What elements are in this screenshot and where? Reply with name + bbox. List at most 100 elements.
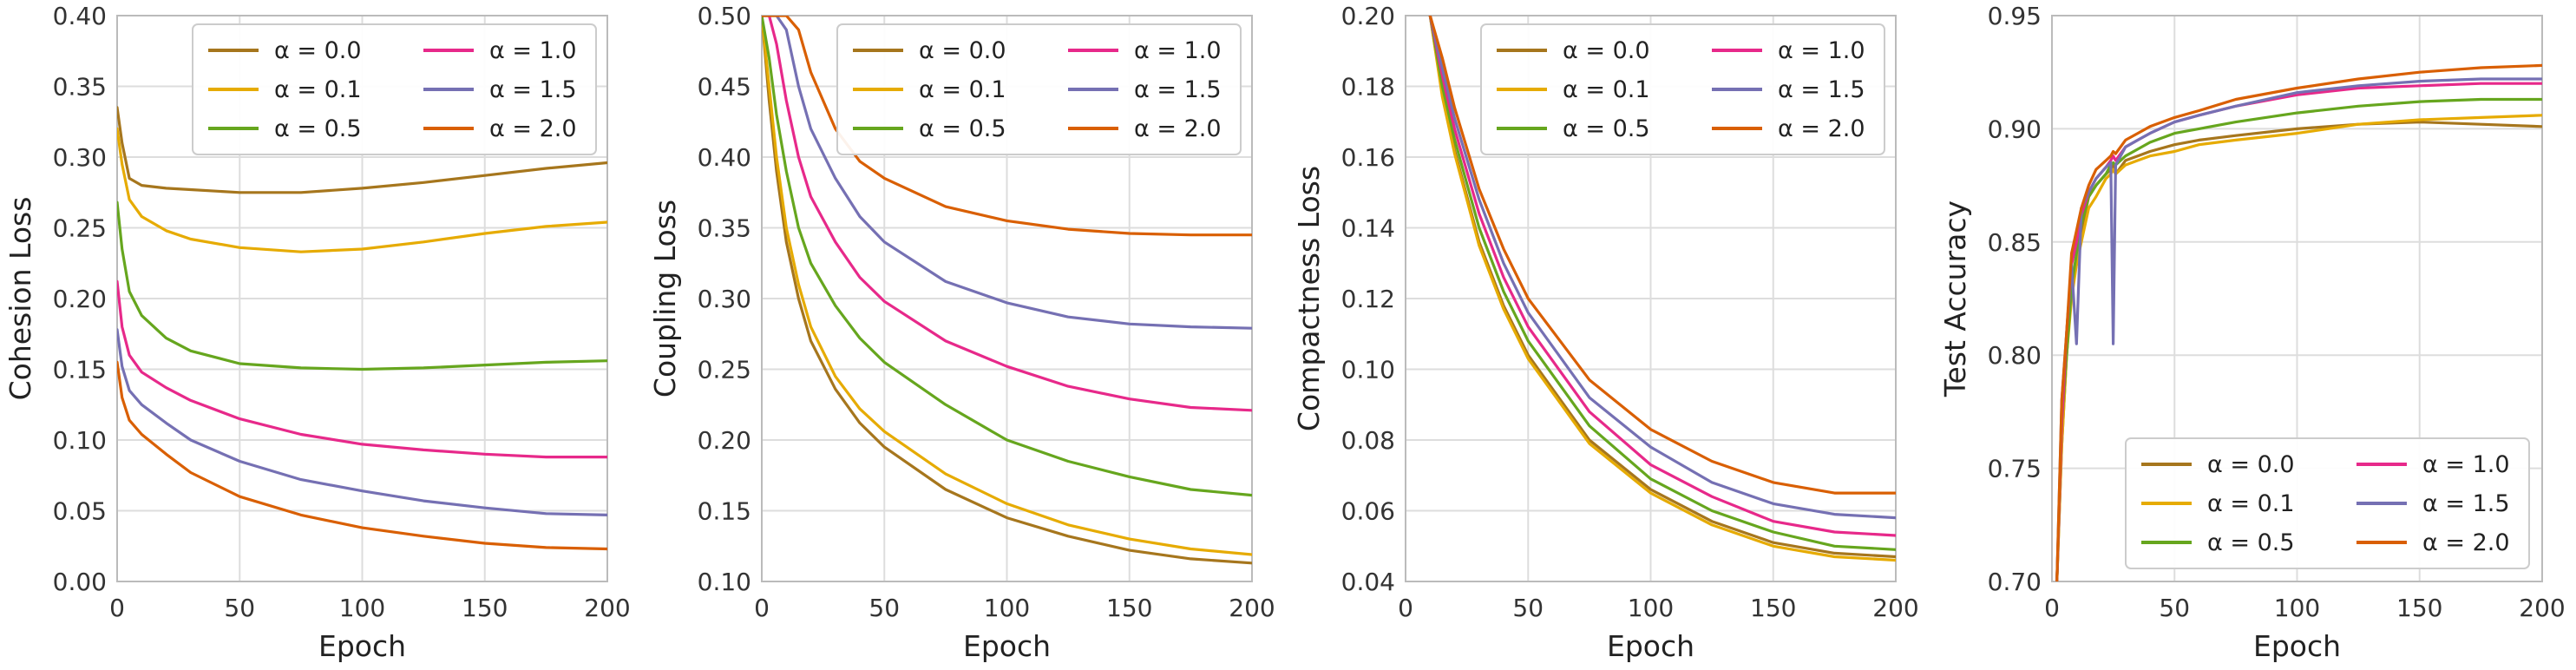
legend-box: [2125, 437, 2530, 569]
legend-entry: α = 1.0: [2422, 451, 2510, 478]
y-tick-label: 0.00: [53, 568, 107, 596]
y-tick-label: 0.06: [1341, 497, 1395, 526]
x-tick-label: 150: [462, 594, 508, 622]
x-tick-label: 50: [224, 594, 255, 622]
x-axis-label: Epoch: [963, 629, 1051, 663]
plot-frame: [2051, 15, 2543, 582]
y-tick-label: 0.12: [1341, 285, 1395, 313]
x-tick-label: 100: [984, 594, 1030, 622]
plot-frame: [116, 15, 608, 582]
x-tick-label: 50: [868, 594, 900, 622]
x-tick-label: 200: [584, 594, 630, 622]
series-line-3: [2055, 82, 2542, 581]
x-tick-label: 100: [1628, 594, 1674, 622]
y-tick-label: 0.20: [1341, 2, 1395, 30]
y-tick-label: 0.85: [1988, 228, 2042, 257]
y-axis-label: Compactness Loss: [1292, 166, 1326, 431]
x-tick-label: 150: [2396, 594, 2442, 622]
series-line-1: [1428, 16, 1896, 562]
y-tick-label: 0.25: [53, 214, 107, 243]
series-line-4: [117, 328, 607, 517]
legend-entry: α = 2.0: [1134, 115, 1222, 142]
legend: α = 0.0 α = 0.1 α = 0.5 α = 1.0 α = 1.5 α = 2…: [1480, 23, 1885, 155]
series-line-5: [2055, 63, 2542, 581]
y-tick-label: 0.15: [53, 356, 107, 384]
x-tick-label: 0: [109, 594, 125, 622]
y-tick-label: 0.20: [698, 426, 751, 455]
y-tick-label: 0.14: [1341, 214, 1395, 243]
series-line-4: [2055, 77, 2542, 581]
legend-entry: α = 0.0: [2207, 451, 2295, 478]
y-tick-label: 0.10: [1341, 356, 1395, 384]
series-line-0: [762, 16, 1252, 565]
x-tick-label: 200: [2519, 594, 2565, 622]
y-tick-label: 0.15: [698, 497, 751, 526]
legend-entry: α = 0.1: [919, 76, 1006, 103]
y-tick-label: 0.08: [1341, 426, 1395, 455]
y-tick-label: 0.10: [698, 568, 751, 596]
y-tick-label: 0.16: [1341, 143, 1395, 172]
legend-entry: α = 0.1: [2207, 490, 2295, 517]
y-tick-label: 0.20: [53, 285, 107, 313]
legend-entry: α = 0.1: [274, 76, 362, 103]
y-axis-label: Cohesion Loss: [3, 197, 37, 401]
series-line-0: [117, 106, 607, 194]
series-line-1: [762, 16, 1252, 556]
legend-entry: α = 1.0: [489, 37, 577, 64]
legend-entry: α = 1.5: [489, 76, 577, 103]
legend-entry: α = 2.0: [1778, 115, 1865, 142]
legend-entry: α = 0.0: [919, 37, 1006, 64]
y-tick-label: 0.10: [53, 426, 107, 455]
series-line-4: [762, 16, 1252, 330]
series-line-5: [762, 16, 1252, 237]
series-line-2: [762, 16, 1252, 497]
series-line-5: [117, 360, 607, 551]
legend-entry: α = 0.5: [919, 115, 1006, 142]
legend-entry: α = 0.5: [274, 115, 362, 142]
y-tick-label: 0.95: [1988, 2, 2042, 30]
x-tick-label: 50: [2159, 594, 2190, 622]
series-line-3: [1428, 16, 1896, 537]
y-tick-label: 0.04: [1341, 568, 1395, 596]
legend-entry: α = 1.5: [1134, 76, 1222, 103]
legend-entry: α = 1.5: [2422, 490, 2510, 517]
y-tick-label: 0.50: [698, 2, 751, 30]
y-tick-label: 0.75: [1988, 455, 2042, 483]
legend: α = 0.0 α = 0.1 α = 0.5 α = 1.0 α = 1.5 α = 2…: [192, 23, 597, 155]
y-tick-label: 0.30: [53, 143, 107, 172]
x-axis-label: Epoch: [2253, 629, 2341, 663]
x-axis-label: Epoch: [1607, 629, 1694, 663]
legend-entry: α = 1.0: [1778, 37, 1865, 64]
x-tick-label: 200: [1872, 594, 1918, 622]
y-axis-label: Coupling Loss: [648, 200, 682, 397]
y-tick-label: 0.90: [1988, 115, 2042, 143]
legend-entry: α = 1.0: [1134, 37, 1222, 64]
y-tick-label: 0.80: [1988, 341, 2042, 370]
series-line-2: [117, 200, 607, 371]
legend-entry: α = 0.5: [2207, 529, 2295, 556]
plot-frame: [761, 15, 1253, 582]
x-tick-label: 100: [2274, 594, 2320, 622]
cohesion-loss-panel: 0 50 100 150 200 0.00 0.05 0.10 0.15 0.20 0.25 0.30…: [3, 2, 631, 663]
x-tick-label: 50: [1512, 594, 1544, 622]
x-tick-label: 0: [754, 594, 770, 622]
legend-entry: α = 2.0: [489, 115, 577, 142]
series-line-3: [117, 279, 607, 459]
x-tick-label: 150: [1106, 594, 1152, 622]
x-tick-label: 100: [339, 594, 385, 622]
x-tick-label: 150: [1750, 594, 1796, 622]
legend-entry: α = 1.5: [1778, 76, 1865, 103]
plot-frame: [1405, 15, 1897, 582]
legend-box: [836, 23, 1242, 155]
series-line-4: [1428, 16, 1896, 520]
compactness-loss-panel: 0 50 100 150 200 0.04 0.06 0.08 0.10 0.12 0.14 0.16…: [1292, 2, 1919, 663]
y-tick-label: 0.18: [1341, 73, 1395, 102]
legend-entry: α = 0.5: [1563, 115, 1650, 142]
legend: α = 0.0 α = 0.1 α = 0.5 α = 1.0 α = 1.5 α = 2…: [836, 23, 1242, 155]
y-tick-label: 0.25: [698, 356, 751, 384]
y-tick-label: 0.35: [698, 214, 751, 243]
x-axis-label: Epoch: [318, 629, 406, 663]
legend: α = 0.0 α = 0.1 α = 0.5 α = 1.0 α = 1.5 α = 2…: [2125, 437, 2530, 569]
legend-entry: α = 0.1: [1563, 76, 1650, 103]
